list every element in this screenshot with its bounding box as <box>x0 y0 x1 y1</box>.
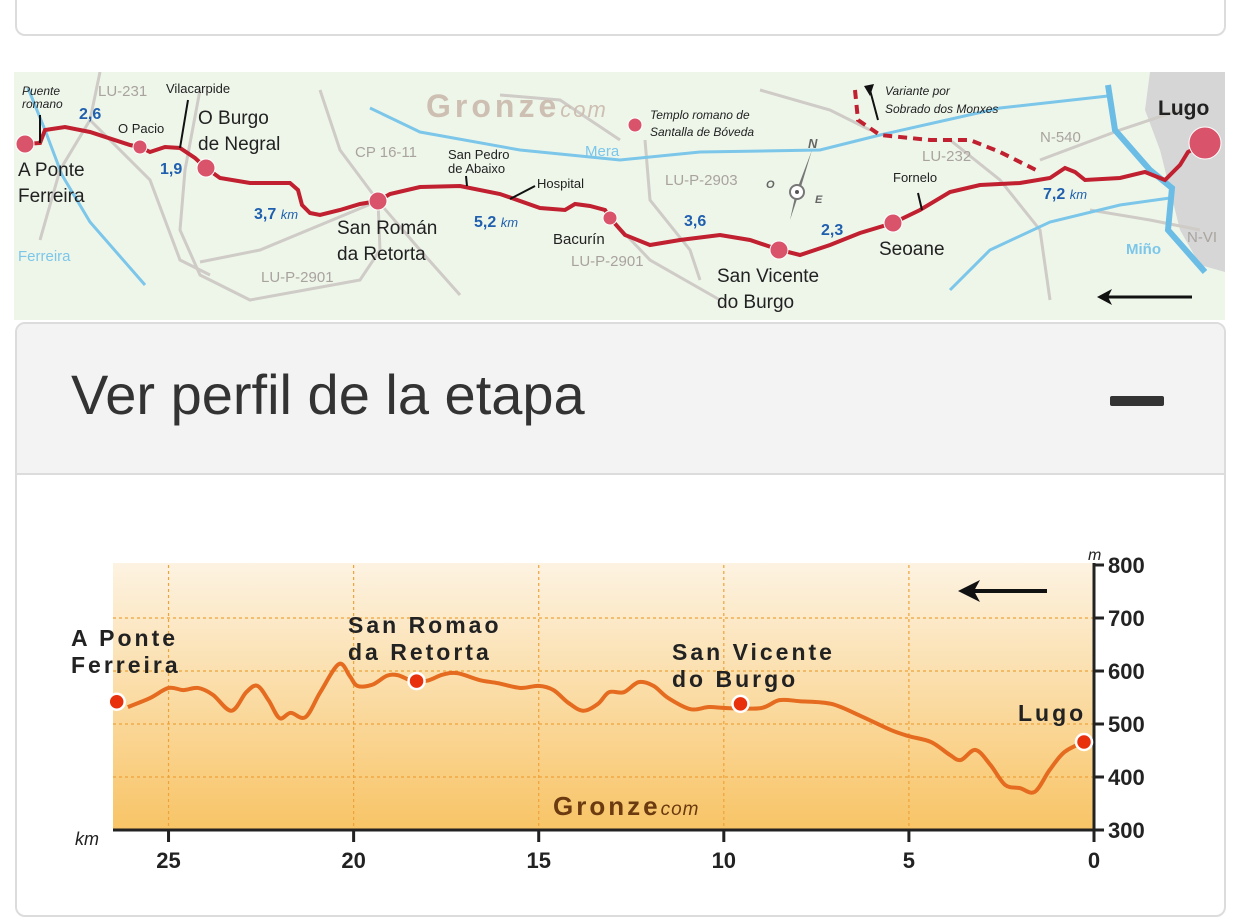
elevation-line <box>127 661 1085 795</box>
map-place-labels: A Ponte Ferreira O Burgo de Negral San R… <box>18 97 1209 313</box>
y-tick-label: 500 <box>1108 712 1145 737</box>
map-watermark: Gronzecom <box>426 88 608 124</box>
compass-e: E <box>815 194 823 206</box>
road-label: LU-232 <box>922 148 971 165</box>
stop-marker <box>107 692 126 711</box>
route-markers <box>15 117 1222 260</box>
y-tick-label: 800 <box>1108 553 1145 578</box>
map-label: Sobrado dos Monxes <box>885 102 998 116</box>
map-label: Bacurín <box>553 231 605 248</box>
map-label: Santalla de Bóveda <box>650 125 754 139</box>
map-label: de Abaixo <box>448 161 505 176</box>
river-label: Ferreira <box>18 248 71 265</box>
map-label: Templo romano de <box>650 108 750 122</box>
map-label: Variante por <box>885 84 951 98</box>
direction-arrow-head-icon <box>958 580 980 602</box>
road-label: LU-231 <box>98 83 147 100</box>
y-tick-label: 600 <box>1108 659 1145 684</box>
stop-label: Ferreira <box>71 652 181 678</box>
stop-label: A Ponte <box>71 625 178 651</box>
map-direction-arrow-icon <box>1097 289 1192 305</box>
compass-icon: N O E <box>766 136 823 220</box>
compass-o: O <box>766 179 775 191</box>
map-label: Fornelo <box>893 170 937 185</box>
stop-label: do Burgo <box>672 666 798 692</box>
distance-label: 2,6 <box>79 106 101 123</box>
stop-label: da Retorta <box>348 639 492 665</box>
elevation-profile-chart: 300 400 500 600 700 800 25 20 15 10 5 0 km m Gronzecom… <box>71 547 1145 873</box>
distance-label: 3,7 km <box>254 206 298 223</box>
chart-watermark: Gronzecom <box>553 791 699 821</box>
x-tick-label: 25 <box>156 848 180 873</box>
y-tick-label: 400 <box>1108 765 1145 790</box>
map-label: da Retorta <box>337 244 426 265</box>
distance-label: 5,2 km <box>474 214 518 231</box>
x-tick-label: 15 <box>526 848 550 873</box>
map-label: romano <box>22 97 63 111</box>
map-label: de Negral <box>198 134 280 155</box>
y-axis-label: m <box>1088 547 1101 564</box>
road-label: CP 16-11 <box>355 144 417 161</box>
road-label: LU-P-2901 <box>261 269 334 286</box>
roads <box>38 72 1201 302</box>
map-label: San Pedro <box>448 147 509 162</box>
distance-label: 2,3 <box>821 222 843 239</box>
x-tick-label: 5 <box>903 848 915 873</box>
accordion-title: Ver perfil de la etapa <box>71 363 585 426</box>
river-label: Mera <box>585 143 620 160</box>
river-label: Miño <box>1126 241 1161 258</box>
stop-label: Lugo <box>1018 700 1086 726</box>
compass-n: N <box>808 136 818 151</box>
distance-label: 1,9 <box>160 161 182 178</box>
variante-arrow-icon <box>864 84 874 96</box>
map-label: Hospital <box>537 176 584 191</box>
road-label: LU-P-2901 <box>571 253 644 270</box>
stop-marker <box>407 671 426 691</box>
map-label: Puente <box>22 84 60 98</box>
variante-route <box>853 89 1041 174</box>
top-card <box>15 0 1226 36</box>
map-label: do Burgo <box>717 292 794 313</box>
map-label: A Ponte <box>18 160 85 181</box>
x-axis-label: km <box>75 829 99 849</box>
camino-route <box>24 124 1206 258</box>
map-label: O Pacio <box>118 121 164 136</box>
y-tick-label: 700 <box>1108 606 1145 631</box>
map-label: San Vicente <box>717 266 819 287</box>
stop-marker <box>731 694 750 714</box>
road-label: N-VI <box>1187 229 1217 246</box>
road-label: N-540 <box>1040 129 1081 146</box>
lugo-city-area <box>1145 72 1225 272</box>
x-tick-label: 0 <box>1088 848 1100 873</box>
map-label: Ferreira <box>18 186 85 207</box>
x-tick-label: 20 <box>341 848 365 873</box>
road-label: LU-P-2903 <box>665 172 738 189</box>
x-tick-label: 10 <box>712 848 736 873</box>
distance-label: 3,6 <box>684 213 706 230</box>
stop-label: San Vicente <box>672 639 835 665</box>
stop-label: San Romao <box>348 612 502 638</box>
map-label: San Román <box>337 218 437 239</box>
map-label: Vilacarpide <box>166 81 230 96</box>
accordion-header[interactable]: Ver perfil de la etapa <box>17 324 1224 475</box>
map-label: Seoane <box>879 239 945 260</box>
map-label: Lugo <box>1158 97 1209 120</box>
minus-icon[interactable] <box>1110 396 1164 408</box>
stop-marker <box>1074 732 1094 752</box>
map-label: O Burgo <box>198 108 269 129</box>
y-tick-label: 300 <box>1108 818 1145 843</box>
distance-label: 7,2 km <box>1043 186 1087 203</box>
stage-map: N O E Gronzecom A Ponte Ferreira O Burgo… <box>14 72 1225 320</box>
